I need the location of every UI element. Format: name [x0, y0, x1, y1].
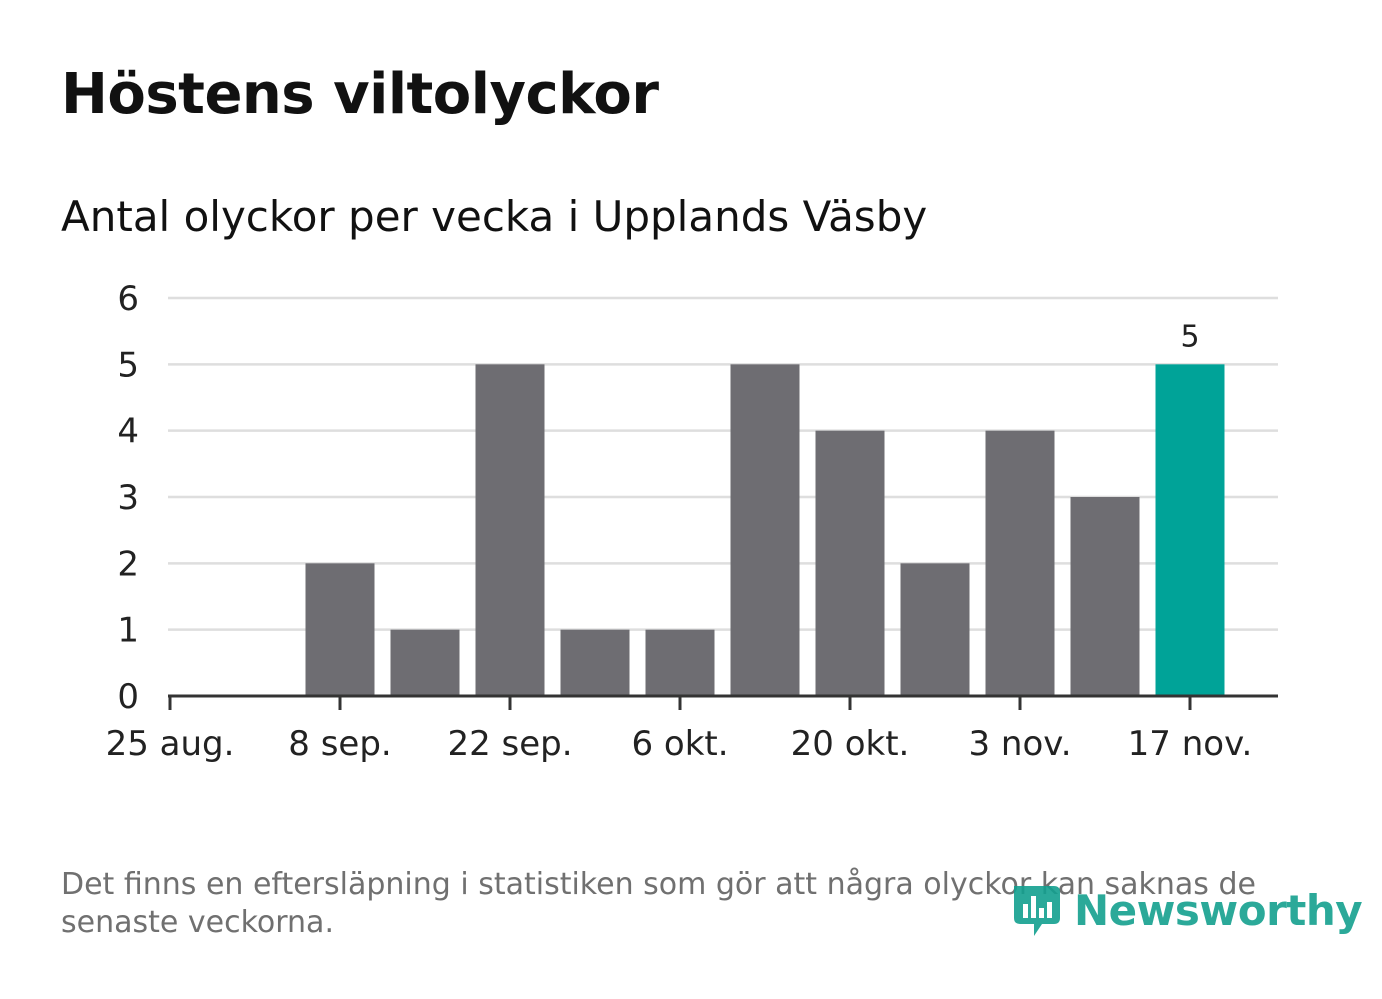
y-tick-label: 0 — [117, 677, 139, 717]
axes — [168, 694, 1278, 710]
bar — [985, 430, 1055, 696]
y-tick-label: 5 — [117, 345, 139, 385]
bar — [305, 563, 375, 696]
labels: 0 1 2 3 4 5 6 25 aug. 8 sep. 22 sep. 6 okt. 20 okt.… — [106, 279, 1253, 764]
bar — [645, 629, 715, 696]
y-tick-label: 3 — [117, 478, 139, 518]
x-tick-label: 20 okt. — [791, 724, 910, 764]
bar — [475, 364, 545, 696]
chart-title: Höstens viltolyckor — [61, 62, 659, 127]
bar — [730, 364, 800, 696]
brand-name: Newsworthy — [1074, 885, 1363, 935]
bar — [390, 629, 460, 696]
brand-logo: Newsworthy — [1010, 880, 1363, 940]
bar — [1070, 497, 1140, 696]
x-tick-label: 22 sep. — [447, 724, 572, 764]
y-tick-label: 2 — [117, 544, 139, 584]
bar-highlighted — [1155, 364, 1225, 696]
x-tick-label: 17 nov. — [1128, 724, 1253, 764]
data-label-highlight: 5 — [1180, 319, 1199, 354]
x-tick-label: 3 nov. — [968, 724, 1071, 764]
y-tick-label: 4 — [117, 412, 139, 452]
newsworthy-logo-icon — [1014, 886, 1060, 936]
x-tick-label: 8 sep. — [288, 724, 391, 764]
x-tick-label: 25 aug. — [106, 724, 235, 764]
bars — [305, 364, 1225, 696]
y-tick-label: 6 — [117, 279, 139, 319]
bar — [560, 629, 630, 696]
x-tick-label: 6 okt. — [631, 724, 728, 764]
y-tick-label: 1 — [117, 611, 139, 651]
chart-subtitle: Antal olyckor per vecka i Upplands Väsby — [61, 192, 928, 241]
bar — [900, 563, 970, 696]
bar — [815, 430, 885, 696]
